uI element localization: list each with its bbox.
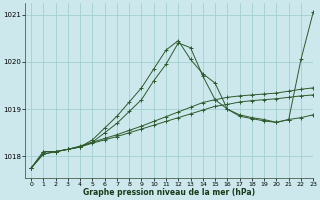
X-axis label: Graphe pression niveau de la mer (hPa): Graphe pression niveau de la mer (hPa) <box>83 188 255 197</box>
